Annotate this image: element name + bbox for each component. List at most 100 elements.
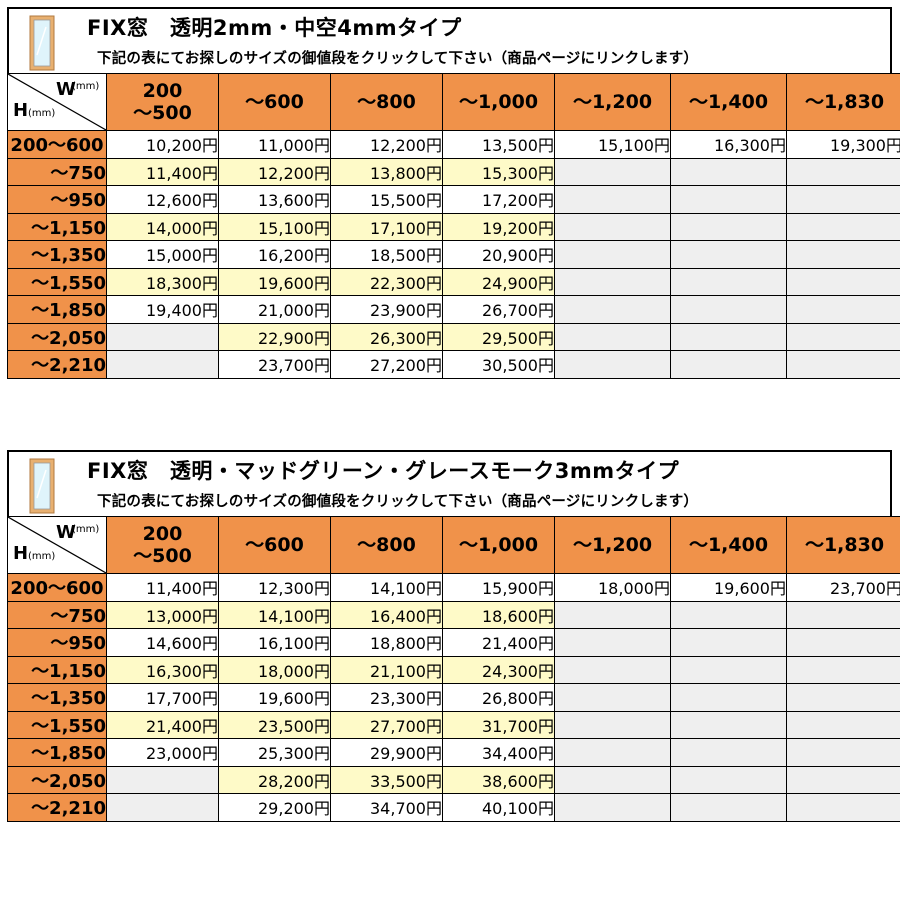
price-link-cell[interactable]: 20,900円 xyxy=(442,240,555,269)
price-link-cell[interactable]: 29,900円 xyxy=(330,738,443,767)
width-column-header: ～1,400 xyxy=(670,73,787,131)
price-link-cell[interactable]: 21,400円 xyxy=(442,628,555,657)
price-link-cell[interactable]: 34,700円 xyxy=(330,793,443,822)
height-row-header: ～1,150 xyxy=(7,212,107,241)
price-link-cell[interactable]: 17,100円 xyxy=(330,212,443,241)
table-title: FIX窓 透明2mm・中空4mmタイプ xyxy=(87,16,462,40)
price-link-cell[interactable]: 30,500円 xyxy=(442,350,555,379)
price-link-cell[interactable]: 10,200円 xyxy=(106,130,219,159)
width-column-header: ～1,000 xyxy=(442,73,555,131)
price-link-cell[interactable]: 19,300円 xyxy=(786,130,900,159)
empty-price-cell xyxy=(670,240,787,269)
price-link-cell[interactable]: 19,400円 xyxy=(106,295,219,324)
table-row: ～2,210 29,200円 34,700円 40,100円 xyxy=(7,793,900,822)
price-link-cell[interactable]: 17,700円 xyxy=(106,683,219,712)
price-link-cell[interactable]: 13,600円 xyxy=(218,185,331,214)
price-link-cell[interactable]: 21,000円 xyxy=(218,295,331,324)
price-link-cell[interactable]: 23,900円 xyxy=(330,295,443,324)
price-link-cell[interactable]: 13,500円 xyxy=(442,130,555,159)
price-link-cell[interactable]: 15,900円 xyxy=(442,573,555,602)
price-link-cell[interactable]: 14,600円 xyxy=(106,628,219,657)
price-link-cell[interactable]: 15,000円 xyxy=(106,240,219,269)
table-title: FIX窓 透明・マッドグリーン・グレースモーク3mmタイプ xyxy=(87,459,680,483)
price-link-cell[interactable]: 16,300円 xyxy=(670,130,787,159)
price-link-cell[interactable]: 26,800円 xyxy=(442,683,555,712)
price-link-cell[interactable]: 24,300円 xyxy=(442,655,555,684)
empty-price-cell xyxy=(670,628,787,657)
price-link-cell[interactable]: 19,200円 xyxy=(442,212,555,241)
price-link-cell[interactable]: 34,400円 xyxy=(442,738,555,767)
price-link-cell[interactable]: 15,100円 xyxy=(554,130,671,159)
table-instruction: 下記の表にてお探しのサイズの御値段をクリックして下さい（商品ページにリンクします… xyxy=(97,51,699,67)
price-link-cell[interactable]: 18,500円 xyxy=(330,240,443,269)
price-link-cell[interactable]: 11,400円 xyxy=(106,157,219,186)
price-link-cell[interactable]: 18,000円 xyxy=(218,655,331,684)
price-link-cell[interactable]: 12,200円 xyxy=(218,157,331,186)
height-row-header: ～1,550 xyxy=(7,710,107,739)
price-link-cell[interactable]: 40,100円 xyxy=(442,793,555,822)
height-unit-label: (mm) xyxy=(28,551,56,562)
price-link-cell[interactable]: 31,700円 xyxy=(442,710,555,739)
price-link-cell[interactable]: 15,500円 xyxy=(330,185,443,214)
price-link-cell[interactable]: 24,900円 xyxy=(442,267,555,296)
price-link-cell[interactable]: 23,500円 xyxy=(218,710,331,739)
price-link-cell[interactable]: 28,200円 xyxy=(218,765,331,794)
price-link-cell[interactable]: 16,200円 xyxy=(218,240,331,269)
price-link-cell[interactable]: 14,000円 xyxy=(106,212,219,241)
price-link-cell[interactable]: 26,300円 xyxy=(330,322,443,351)
table-row: ～1,150 14,000円 15,100円 17,100円 19,200円 xyxy=(7,212,900,241)
price-link-cell[interactable]: 16,400円 xyxy=(330,600,443,629)
empty-price-cell xyxy=(786,157,900,186)
price-link-cell[interactable]: 12,300円 xyxy=(218,573,331,602)
price-link-cell[interactable]: 18,000円 xyxy=(554,573,671,602)
empty-price-cell xyxy=(554,322,671,351)
price-link-cell[interactable]: 27,700円 xyxy=(330,710,443,739)
price-link-cell[interactable]: 18,300円 xyxy=(106,267,219,296)
height-row-header: ～1,350 xyxy=(7,683,107,712)
price-link-cell[interactable]: 11,400円 xyxy=(106,573,219,602)
price-link-cell[interactable]: 26,700円 xyxy=(442,295,555,324)
price-link-cell[interactable]: 29,500円 xyxy=(442,322,555,351)
price-link-cell[interactable]: 14,100円 xyxy=(330,573,443,602)
price-link-cell[interactable]: 23,700円 xyxy=(786,573,900,602)
price-link-cell[interactable]: 21,400円 xyxy=(106,710,219,739)
price-link-cell[interactable]: 12,200円 xyxy=(330,130,443,159)
price-link-cell[interactable]: 22,300円 xyxy=(330,267,443,296)
height-row-header: ～2,050 xyxy=(7,322,107,351)
price-link-cell[interactable]: 13,800円 xyxy=(330,157,443,186)
table-row: ～2,210 23,700円 27,200円 30,500円 xyxy=(7,350,900,379)
price-link-cell[interactable]: 18,600円 xyxy=(442,600,555,629)
price-link-cell[interactable]: 13,000円 xyxy=(106,600,219,629)
price-link-cell[interactable]: 15,300円 xyxy=(442,157,555,186)
price-link-cell[interactable]: 21,100円 xyxy=(330,655,443,684)
height-row-header: ～2,050 xyxy=(7,765,107,794)
height-row-header: ～2,210 xyxy=(7,350,107,379)
price-link-cell[interactable]: 17,200円 xyxy=(442,185,555,214)
table-row: 200～600 11,400円 12,300円 14,100円 15,900円 18,00… xyxy=(7,573,900,602)
height-row-header: ～2,210 xyxy=(7,793,107,822)
empty-price-cell xyxy=(106,350,219,379)
price-link-cell[interactable]: 12,600円 xyxy=(106,185,219,214)
price-link-cell[interactable]: 19,600円 xyxy=(218,267,331,296)
empty-price-cell xyxy=(786,793,900,822)
price-link-cell[interactable]: 27,200円 xyxy=(330,350,443,379)
empty-price-cell xyxy=(670,600,787,629)
price-link-cell[interactable]: 18,800円 xyxy=(330,628,443,657)
price-link-cell[interactable]: 16,300円 xyxy=(106,655,219,684)
price-link-cell[interactable]: 14,100円 xyxy=(218,600,331,629)
price-link-cell[interactable]: 15,100円 xyxy=(218,212,331,241)
empty-price-cell xyxy=(554,185,671,214)
price-link-cell[interactable]: 16,100円 xyxy=(218,628,331,657)
price-link-cell[interactable]: 19,600円 xyxy=(218,683,331,712)
price-link-cell[interactable]: 33,500円 xyxy=(330,765,443,794)
price-link-cell[interactable]: 11,000円 xyxy=(218,130,331,159)
price-link-cell[interactable]: 38,600円 xyxy=(442,765,555,794)
price-link-cell[interactable]: 25,300円 xyxy=(218,738,331,767)
price-link-cell[interactable]: 19,600円 xyxy=(670,573,787,602)
empty-price-cell xyxy=(670,295,787,324)
price-link-cell[interactable]: 29,200円 xyxy=(218,793,331,822)
price-link-cell[interactable]: 22,900円 xyxy=(218,322,331,351)
price-link-cell[interactable]: 23,300円 xyxy=(330,683,443,712)
price-link-cell[interactable]: 23,700円 xyxy=(218,350,331,379)
price-link-cell[interactable]: 23,000円 xyxy=(106,738,219,767)
